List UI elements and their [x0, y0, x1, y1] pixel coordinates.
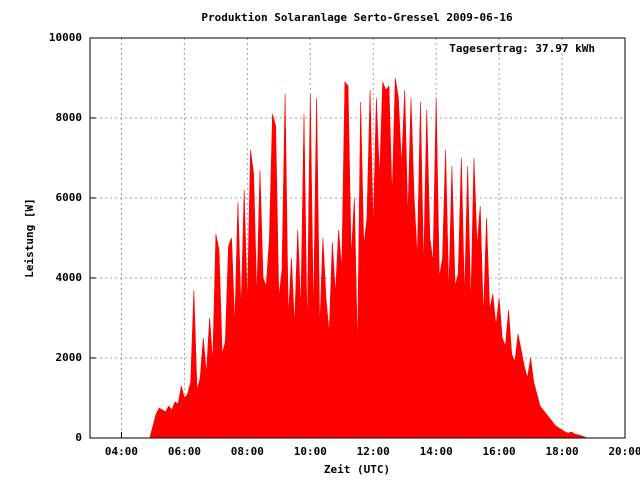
y-tick-label: 10000 — [49, 31, 82, 44]
x-tick-label: 16:00 — [483, 445, 516, 458]
y-tick-label: 0 — [75, 431, 82, 444]
x-tick-label: 20:00 — [608, 445, 640, 458]
y-tick-label: 8000 — [56, 111, 83, 124]
y-tick-label: 4000 — [56, 271, 83, 284]
x-tick-label: 18:00 — [545, 445, 578, 458]
y-axis-label: Leistung [W] — [23, 198, 36, 277]
x-tick-label: 06:00 — [168, 445, 201, 458]
y-tick-label: 2000 — [56, 351, 83, 364]
x-tick-label: 08:00 — [231, 445, 264, 458]
x-axis-label: Zeit (UTC) — [324, 463, 390, 476]
x-tick-label: 04:00 — [105, 445, 138, 458]
chart-title: Produktion Solaranlage Serto-Gressel 200… — [201, 11, 513, 24]
y-tick-label: 6000 — [56, 191, 83, 204]
annotation: Tagesertrag: 37.97 kWh — [449, 42, 595, 55]
x-tick-label: 10:00 — [294, 445, 327, 458]
x-tick-label: 12:00 — [357, 445, 390, 458]
x-tick-label: 14:00 — [420, 445, 453, 458]
area — [149, 77, 591, 439]
plot-frame — [89, 37, 626, 439]
